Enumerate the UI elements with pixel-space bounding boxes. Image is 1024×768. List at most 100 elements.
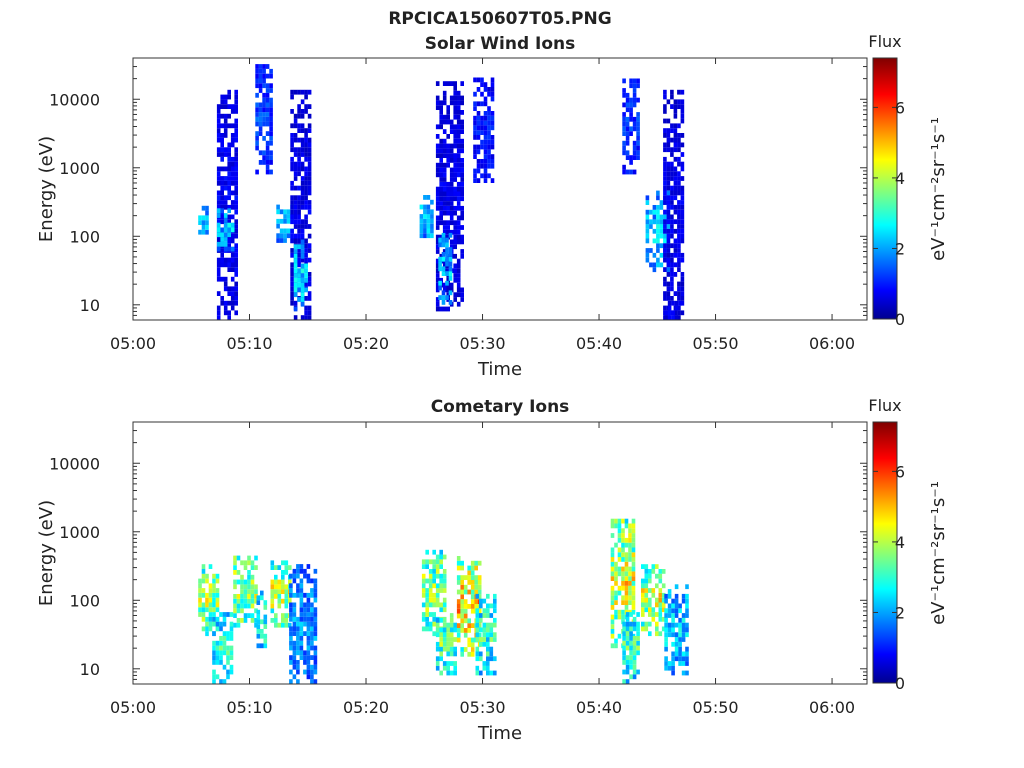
heatmap-cell <box>453 661 457 666</box>
heatmap-cell <box>304 257 308 263</box>
heatmap-cell <box>456 628 461 633</box>
heatmap-cell <box>223 227 228 233</box>
heatmap-cell <box>648 607 652 613</box>
heatmap-cell <box>421 583 426 589</box>
heatmap-cell <box>250 594 255 599</box>
heatmap-cell <box>216 232 221 238</box>
heatmap-cell <box>681 632 686 638</box>
heatmap-cell <box>303 573 307 579</box>
heatmap-cell <box>671 622 675 628</box>
heatmap-cell <box>460 623 464 628</box>
heatmap-cell <box>425 588 429 593</box>
heatmap-cell <box>666 233 671 239</box>
heatmap-cell <box>439 632 443 638</box>
heatmap-cell <box>652 228 657 234</box>
heatmap-cell <box>648 588 652 593</box>
heatmap-cell <box>423 218 427 224</box>
heatmap-cell <box>670 94 674 100</box>
colorbar-units: eV⁻¹cm⁻²sr⁻¹s⁻¹ <box>928 117 949 261</box>
heatmap-cell <box>441 256 446 262</box>
heatmap-cell <box>219 640 223 646</box>
heatmap-cell <box>636 626 640 632</box>
heatmap-cell <box>477 623 482 628</box>
heatmap-cell <box>476 125 481 131</box>
heatmap-cell <box>442 129 447 134</box>
heatmap-cell <box>667 305 672 311</box>
heatmap-cell <box>663 161 667 167</box>
heatmap-cell <box>656 195 660 201</box>
heatmap-cell <box>448 271 453 276</box>
heatmap-cell <box>216 238 221 244</box>
heatmap-cell <box>306 640 311 646</box>
heatmap-cell <box>423 223 427 229</box>
heatmap-cell <box>483 163 488 169</box>
heatmap-cell <box>463 618 468 624</box>
heatmap-cell <box>438 266 442 272</box>
heatmap-cell <box>426 218 431 224</box>
heatmap-cell <box>299 640 304 646</box>
heatmap-cell <box>421 626 426 632</box>
heatmap-cell <box>198 583 202 589</box>
heatmap-cell <box>279 218 284 224</box>
heatmap-cell <box>661 602 666 608</box>
heatmap-cell <box>663 94 667 100</box>
heatmap-cell <box>435 661 440 666</box>
heatmap-cell <box>307 276 312 282</box>
heatmap-cell <box>456 263 461 269</box>
heatmap-cell <box>681 622 686 628</box>
heatmap-cell <box>617 585 622 591</box>
heatmap-cell <box>617 523 622 529</box>
heatmap-cell <box>442 287 447 293</box>
heatmap-cell <box>297 89 301 95</box>
heatmap-cell <box>258 73 263 79</box>
heatmap-cell <box>625 131 630 136</box>
heatmap-cell <box>425 602 429 608</box>
heatmap-cell <box>486 603 490 609</box>
heatmap-cell <box>632 150 637 156</box>
heatmap-cell <box>255 78 259 84</box>
heatmap-cell <box>486 608 490 614</box>
heatmap-cell <box>247 584 251 590</box>
heatmap-cell <box>441 271 446 276</box>
heatmap-cell <box>441 290 446 296</box>
heatmap-cell <box>460 287 464 293</box>
heatmap-cell <box>449 191 454 197</box>
heatmap-cell <box>663 214 667 220</box>
heatmap-cell <box>212 607 216 613</box>
heatmap-cell <box>663 156 667 162</box>
heatmap-cell <box>670 176 674 181</box>
heatmap-cell <box>435 143 440 149</box>
heatmap-cell <box>456 95 461 101</box>
heatmap-cell <box>449 167 454 173</box>
heatmap-cell <box>236 618 241 623</box>
heatmap-cell <box>456 268 461 274</box>
heatmap-cell <box>656 233 660 239</box>
heatmap-cell <box>470 584 475 590</box>
heatmap-cell <box>632 650 637 656</box>
heatmap-cell <box>220 252 224 258</box>
heatmap-cell <box>233 608 237 614</box>
heatmap-cell <box>449 158 454 163</box>
heatmap-cell <box>666 243 671 249</box>
heatmap-cell <box>673 248 678 253</box>
heatmap-cell <box>265 150 270 156</box>
heatmap-cell <box>622 655 626 660</box>
heatmap-cell <box>453 253 457 259</box>
heatmap-cell <box>483 96 488 102</box>
heatmap-cell <box>621 571 625 577</box>
heatmap-cell <box>227 310 231 316</box>
heatmap-cell <box>673 195 678 201</box>
heatmap-cell <box>292 568 297 574</box>
heatmap-cell <box>300 113 305 119</box>
heatmap-cell <box>220 200 224 205</box>
colorbar-tick-label: 6 <box>895 98 905 117</box>
heatmap-cell <box>621 614 625 620</box>
heatmap-cell <box>483 115 488 121</box>
heatmap-cell <box>234 296 238 301</box>
heatmap-cell <box>297 219 301 225</box>
heatmap-cell <box>442 617 447 623</box>
heatmap-cell <box>234 224 238 229</box>
heatmap-cell <box>446 205 450 211</box>
heatmap-cell <box>234 310 238 316</box>
heatmap-cell <box>306 597 311 603</box>
